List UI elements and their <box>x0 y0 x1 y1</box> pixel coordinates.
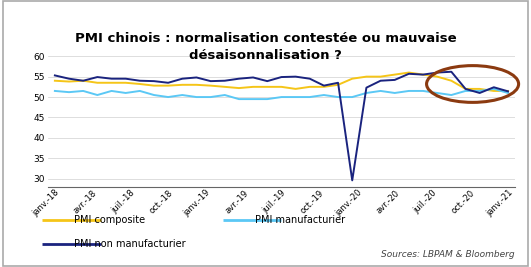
Text: PMI non manufacturier: PMI non manufacturier <box>74 239 186 249</box>
Text: PMI manufacturier: PMI manufacturier <box>255 215 345 225</box>
Text: PMI chinois : normalisation contestée ou mauvaise
désaisonnalisation ?: PMI chinois : normalisation contestée ou… <box>75 32 456 62</box>
Text: PMI composite: PMI composite <box>74 215 145 225</box>
Text: Sources: LBPAM & Bloomberg: Sources: LBPAM & Bloomberg <box>381 250 515 259</box>
